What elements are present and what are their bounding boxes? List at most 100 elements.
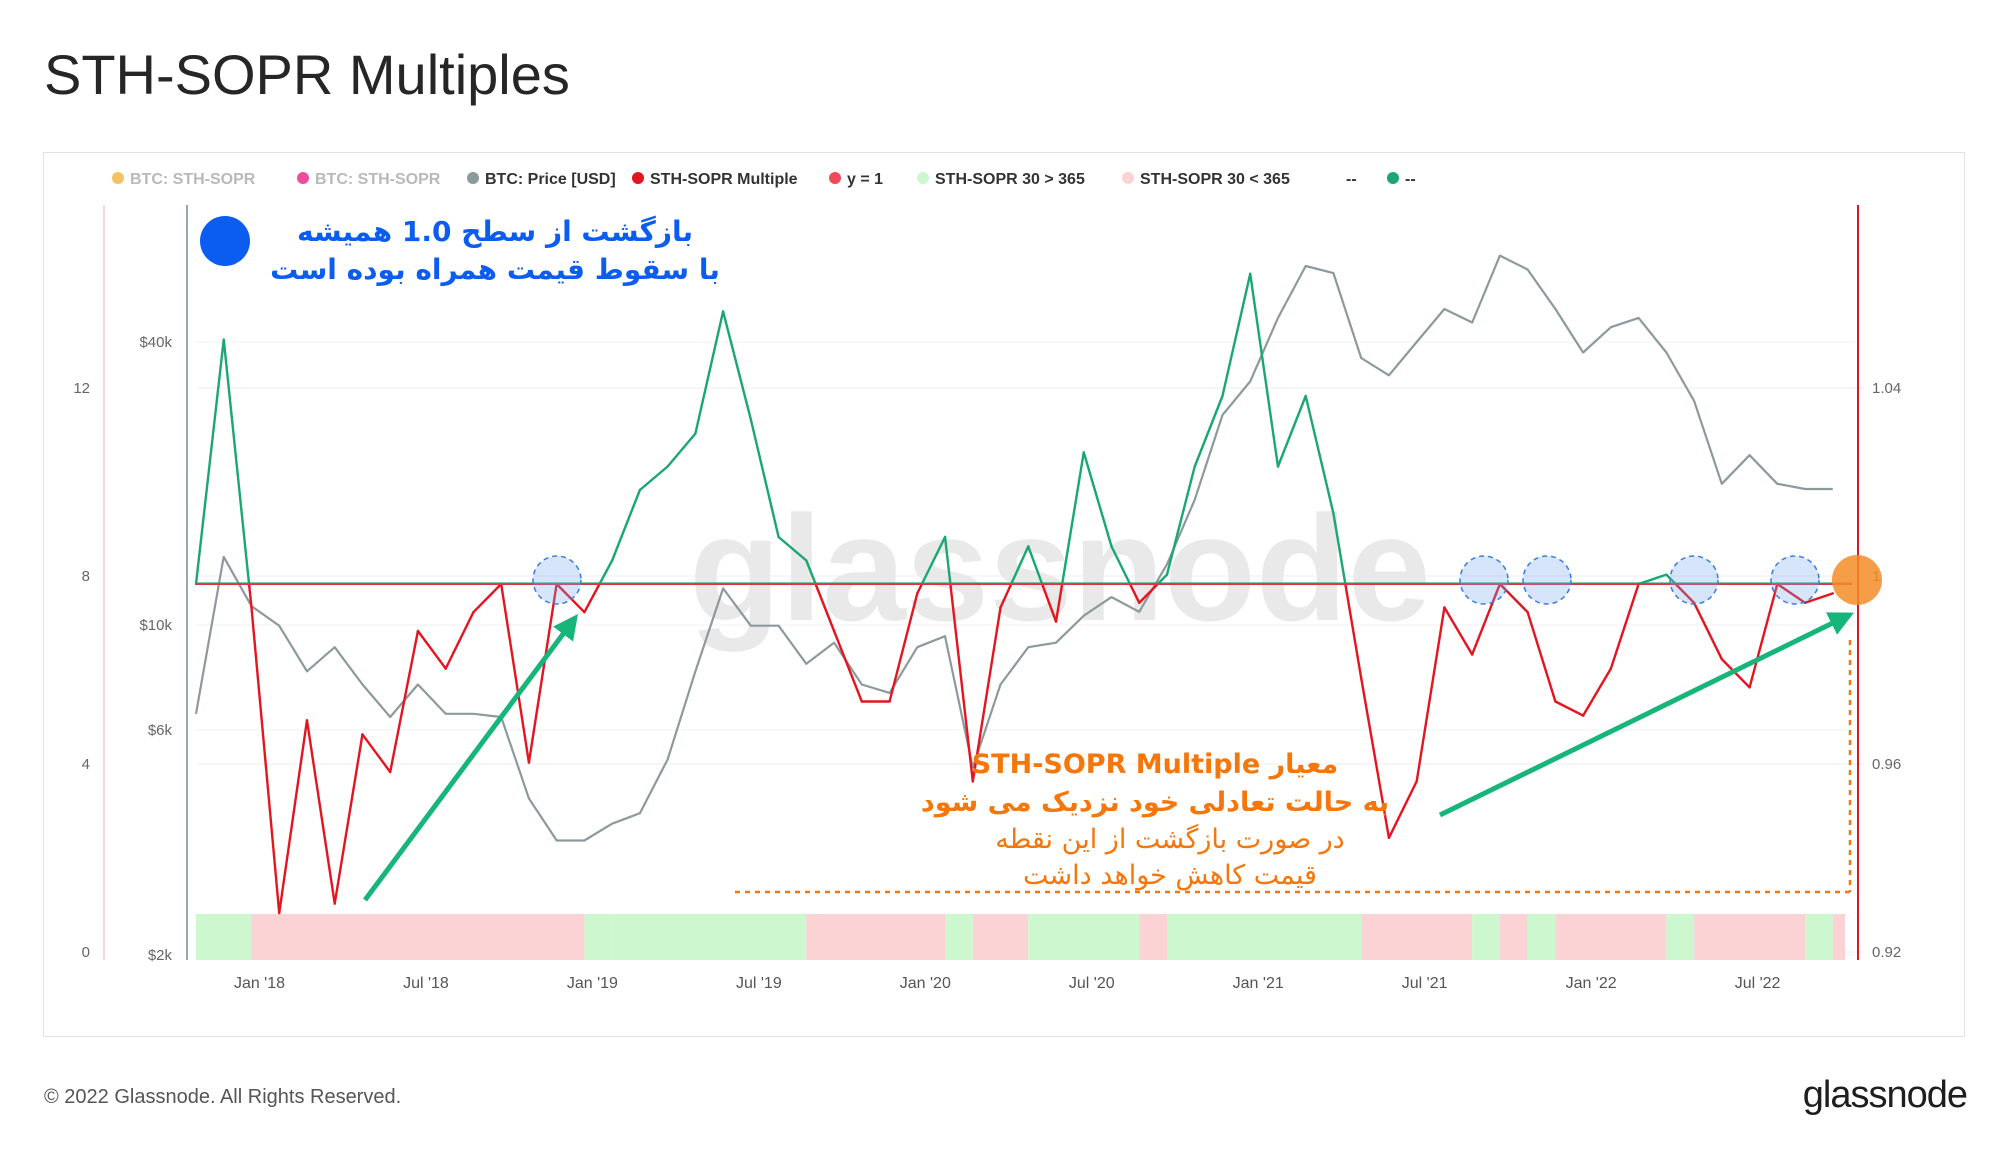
legend-marker	[1387, 172, 1399, 184]
bottom-annotation-bold-line: به حالت تعادلی خود نزدیک می شود	[921, 787, 1389, 818]
left-tick-label: 8	[82, 568, 90, 585]
x-tick-label: Jan '20	[900, 975, 951, 992]
multiple-segment	[527, 582, 558, 764]
copyright-text: © 2022 Glassnode. All Rights Reserved.	[44, 1086, 402, 1108]
legend-label: STH-SOPR Multiple	[650, 171, 798, 188]
multiple-segment	[222, 338, 251, 586]
regime-band	[945, 914, 973, 960]
multiple-segment	[305, 719, 336, 905]
multiple-segment	[1748, 582, 1779, 689]
bottom-annotation-line: قیمت کاهش خواهد داشت	[1023, 860, 1317, 891]
x-tick-label: Jul '22	[1735, 975, 1781, 992]
multiple-segment	[1110, 545, 1132, 586]
regime-band	[1028, 914, 1140, 960]
annotations: بازگشت از سطح 1.0 همیشه با سقوط قیمت همرا…	[200, 215, 1882, 902]
regime-bands	[196, 914, 1845, 960]
x-tick-label: Jan '21	[1233, 975, 1284, 992]
legend-marker	[467, 172, 479, 184]
regime-band	[1666, 914, 1695, 960]
multiple-segment	[583, 582, 601, 614]
multiple-segment	[555, 582, 586, 614]
multiple-series	[194, 272, 1835, 915]
multiple-segment	[920, 535, 947, 586]
multiple-segment	[1165, 465, 1196, 576]
multiple-segment	[666, 432, 697, 468]
multiple-segment	[749, 418, 780, 539]
brand-logo[interactable]: glassnode	[1802, 1074, 1968, 1116]
multiple-segment	[638, 465, 669, 492]
legend-marker	[829, 172, 841, 184]
legend-label: STH-SOPR 30 > 365	[935, 171, 1085, 188]
multiple-segment	[1526, 611, 1557, 703]
left-tick-label: 4	[82, 756, 90, 773]
price-tick-label: $2k	[148, 947, 173, 964]
green-arrow	[362, 613, 578, 902]
multiple-segment	[472, 582, 503, 614]
x-tick-label: Jul '19	[736, 975, 782, 992]
multiple-segment	[388, 629, 420, 774]
multiple-segment	[1054, 582, 1064, 623]
multiple-segment	[1128, 582, 1141, 604]
multiple-segment	[694, 310, 725, 435]
legend: BTC: STH-SOPR BTC: STH-SOPR BTC: Price [US…	[112, 171, 1416, 188]
multiple-segment	[610, 488, 642, 562]
top-annotation-line: با سقوط قیمت همراه بوده است	[270, 253, 720, 286]
bottom-annotation-bold-line: معیار STH-SOPR Multiple	[972, 749, 1339, 780]
price-tick-label: $40k	[139, 334, 172, 351]
multiple-segment	[247, 582, 253, 609]
x-tick-label: Jan '19	[567, 975, 618, 992]
multiple-segment	[250, 606, 281, 915]
legend-label: --	[1405, 171, 1416, 188]
multiple-segment	[1304, 394, 1335, 515]
right-tick-label: 0.96	[1872, 756, 1901, 773]
multiple-segment	[949, 582, 974, 783]
right-tick-label: 0.92	[1872, 944, 1901, 961]
price-tick-label: $6k	[148, 722, 173, 739]
regime-band	[1499, 914, 1528, 960]
x-tick-label: Jul '20	[1069, 975, 1115, 992]
multiple-segment	[333, 733, 364, 905]
multiple-segment	[1344, 582, 1363, 680]
watermark: glassnode	[689, 484, 1431, 652]
regime-band	[584, 914, 613, 960]
multiple-segment	[1082, 451, 1113, 548]
multiple-segment	[721, 310, 753, 421]
highlight-circle	[1459, 555, 1509, 605]
multiple-segment	[1193, 394, 1224, 468]
multiple-segment	[814, 582, 836, 633]
multiple-segment	[971, 606, 1002, 783]
multiple-segment	[499, 582, 531, 764]
current-point-marker	[1832, 555, 1882, 605]
highlight-circle	[1770, 555, 1820, 605]
multiple-segment	[888, 592, 919, 703]
legend-label: STH-SOPR 30 < 365	[1140, 171, 1290, 188]
multiple-segment	[361, 733, 392, 774]
regime-band	[196, 914, 252, 960]
regime-band	[1805, 914, 1833, 960]
regime-band	[1832, 914, 1845, 960]
multiple-segment	[194, 338, 225, 586]
multiple-segment	[1027, 545, 1044, 586]
multiple-segment	[1554, 700, 1585, 717]
page-title: STH-SOPR Multiples	[44, 43, 570, 106]
multiple-segment	[1581, 667, 1613, 717]
multiple-segment	[598, 559, 614, 586]
blue-dot-marker	[200, 216, 250, 266]
multiple-segment	[805, 559, 817, 586]
multiple-segment	[999, 582, 1013, 609]
chart-frame	[43, 152, 1965, 1037]
left-tick-label: 12	[73, 380, 90, 397]
green-arrow	[1438, 612, 1854, 818]
multiple-segment	[1498, 582, 1529, 614]
multiple-segment	[1040, 582, 1058, 623]
price-series	[194, 254, 1833, 842]
top-annotation-line: بازگشت از سطح 1.0 همیشه	[297, 215, 693, 248]
regime-band	[1166, 914, 1362, 960]
multiple-segment	[1359, 676, 1391, 839]
left-tick-label: 0	[82, 944, 90, 961]
multiple-segment	[1415, 606, 1446, 783]
legend-label: --	[1346, 171, 1357, 188]
regime-band	[251, 914, 585, 960]
